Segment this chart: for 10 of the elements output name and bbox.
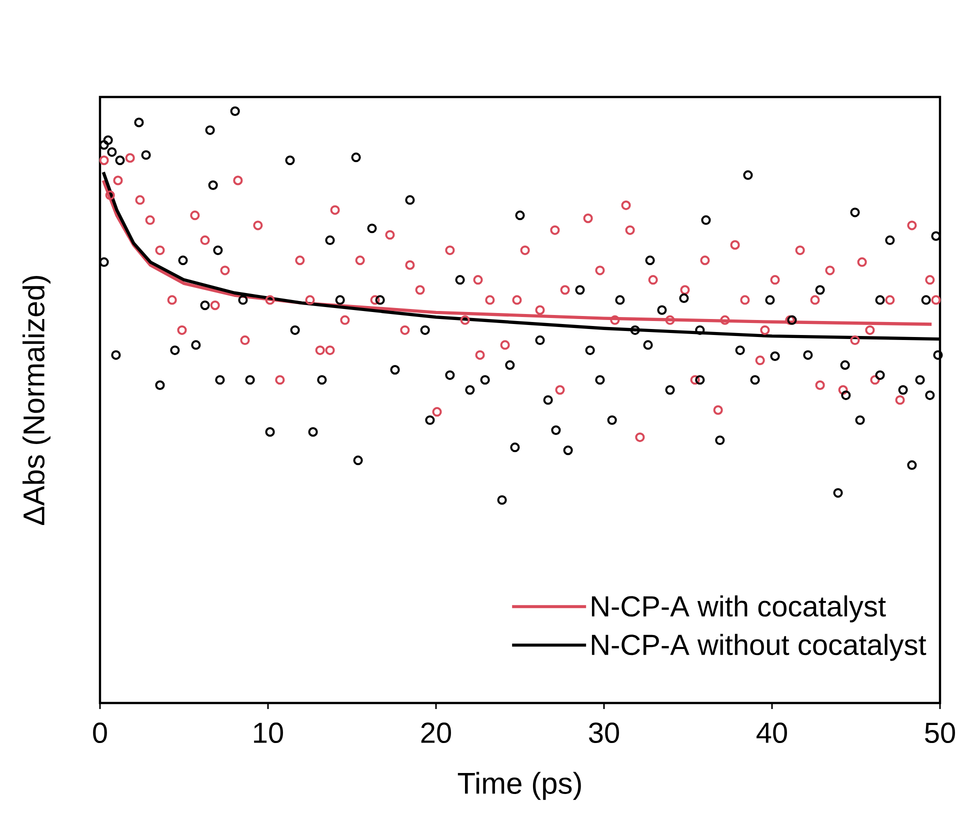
x-tick-label: 10 [254,722,283,744]
legend-label: N-CP-A with cocatalyst [592,595,886,622]
x-tick-label: 20 [421,722,451,744]
x-tick-label: 0 [93,722,107,744]
x-axis-title: Time (ps) [458,772,581,800]
x-tick-label: 50 [925,722,955,744]
x-tick-label: 30 [588,722,619,744]
legend-label: N-CP-A without cocatalyst [592,634,926,661]
y-axis-title: ΔAbs (Normalized) [22,276,50,525]
x-tick-label: 40 [756,722,787,744]
